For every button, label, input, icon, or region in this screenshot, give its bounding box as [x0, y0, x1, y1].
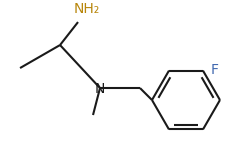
Text: F: F [211, 63, 219, 77]
Text: NH₂: NH₂ [74, 2, 100, 16]
Text: N: N [95, 82, 105, 96]
